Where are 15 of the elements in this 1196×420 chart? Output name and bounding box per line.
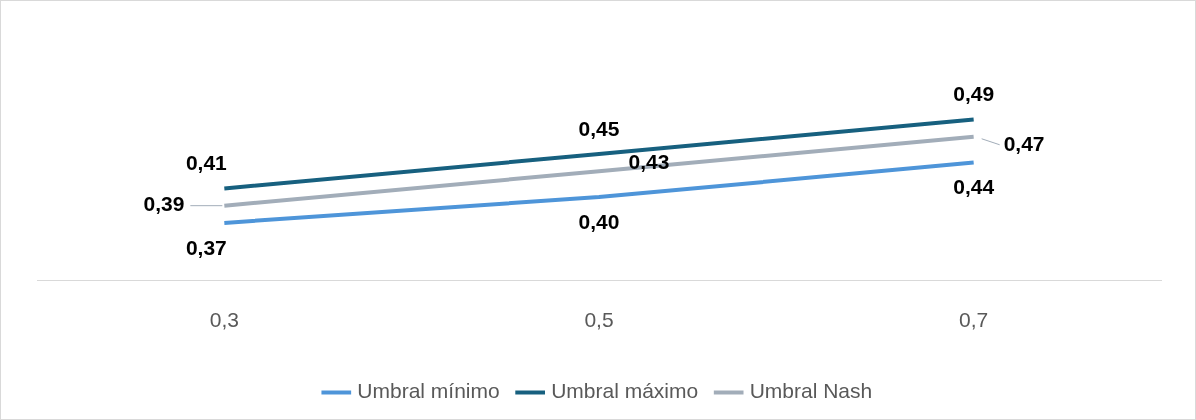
data-label: 0,49 xyxy=(953,82,995,106)
data-label: 0,47 xyxy=(1003,131,1045,155)
legend-label: Umbral mínimo xyxy=(357,379,500,403)
legend-label: Umbral Nash xyxy=(749,379,873,403)
legend-label: Umbral máximo xyxy=(551,379,699,403)
data-label: 0,37 xyxy=(185,235,227,259)
x-tick-label: 0,7 xyxy=(959,308,989,332)
x-tick-label: 0,3 xyxy=(209,308,239,332)
data-label: 0,43 xyxy=(628,150,670,174)
x-tick-label: 0,5 xyxy=(584,308,614,332)
data-label: 0,40 xyxy=(578,209,620,233)
data-label: 0,45 xyxy=(578,116,620,140)
data-label: 0,39 xyxy=(143,192,185,216)
data-label: 0,44 xyxy=(953,175,995,199)
data-label: 0,41 xyxy=(185,151,228,175)
